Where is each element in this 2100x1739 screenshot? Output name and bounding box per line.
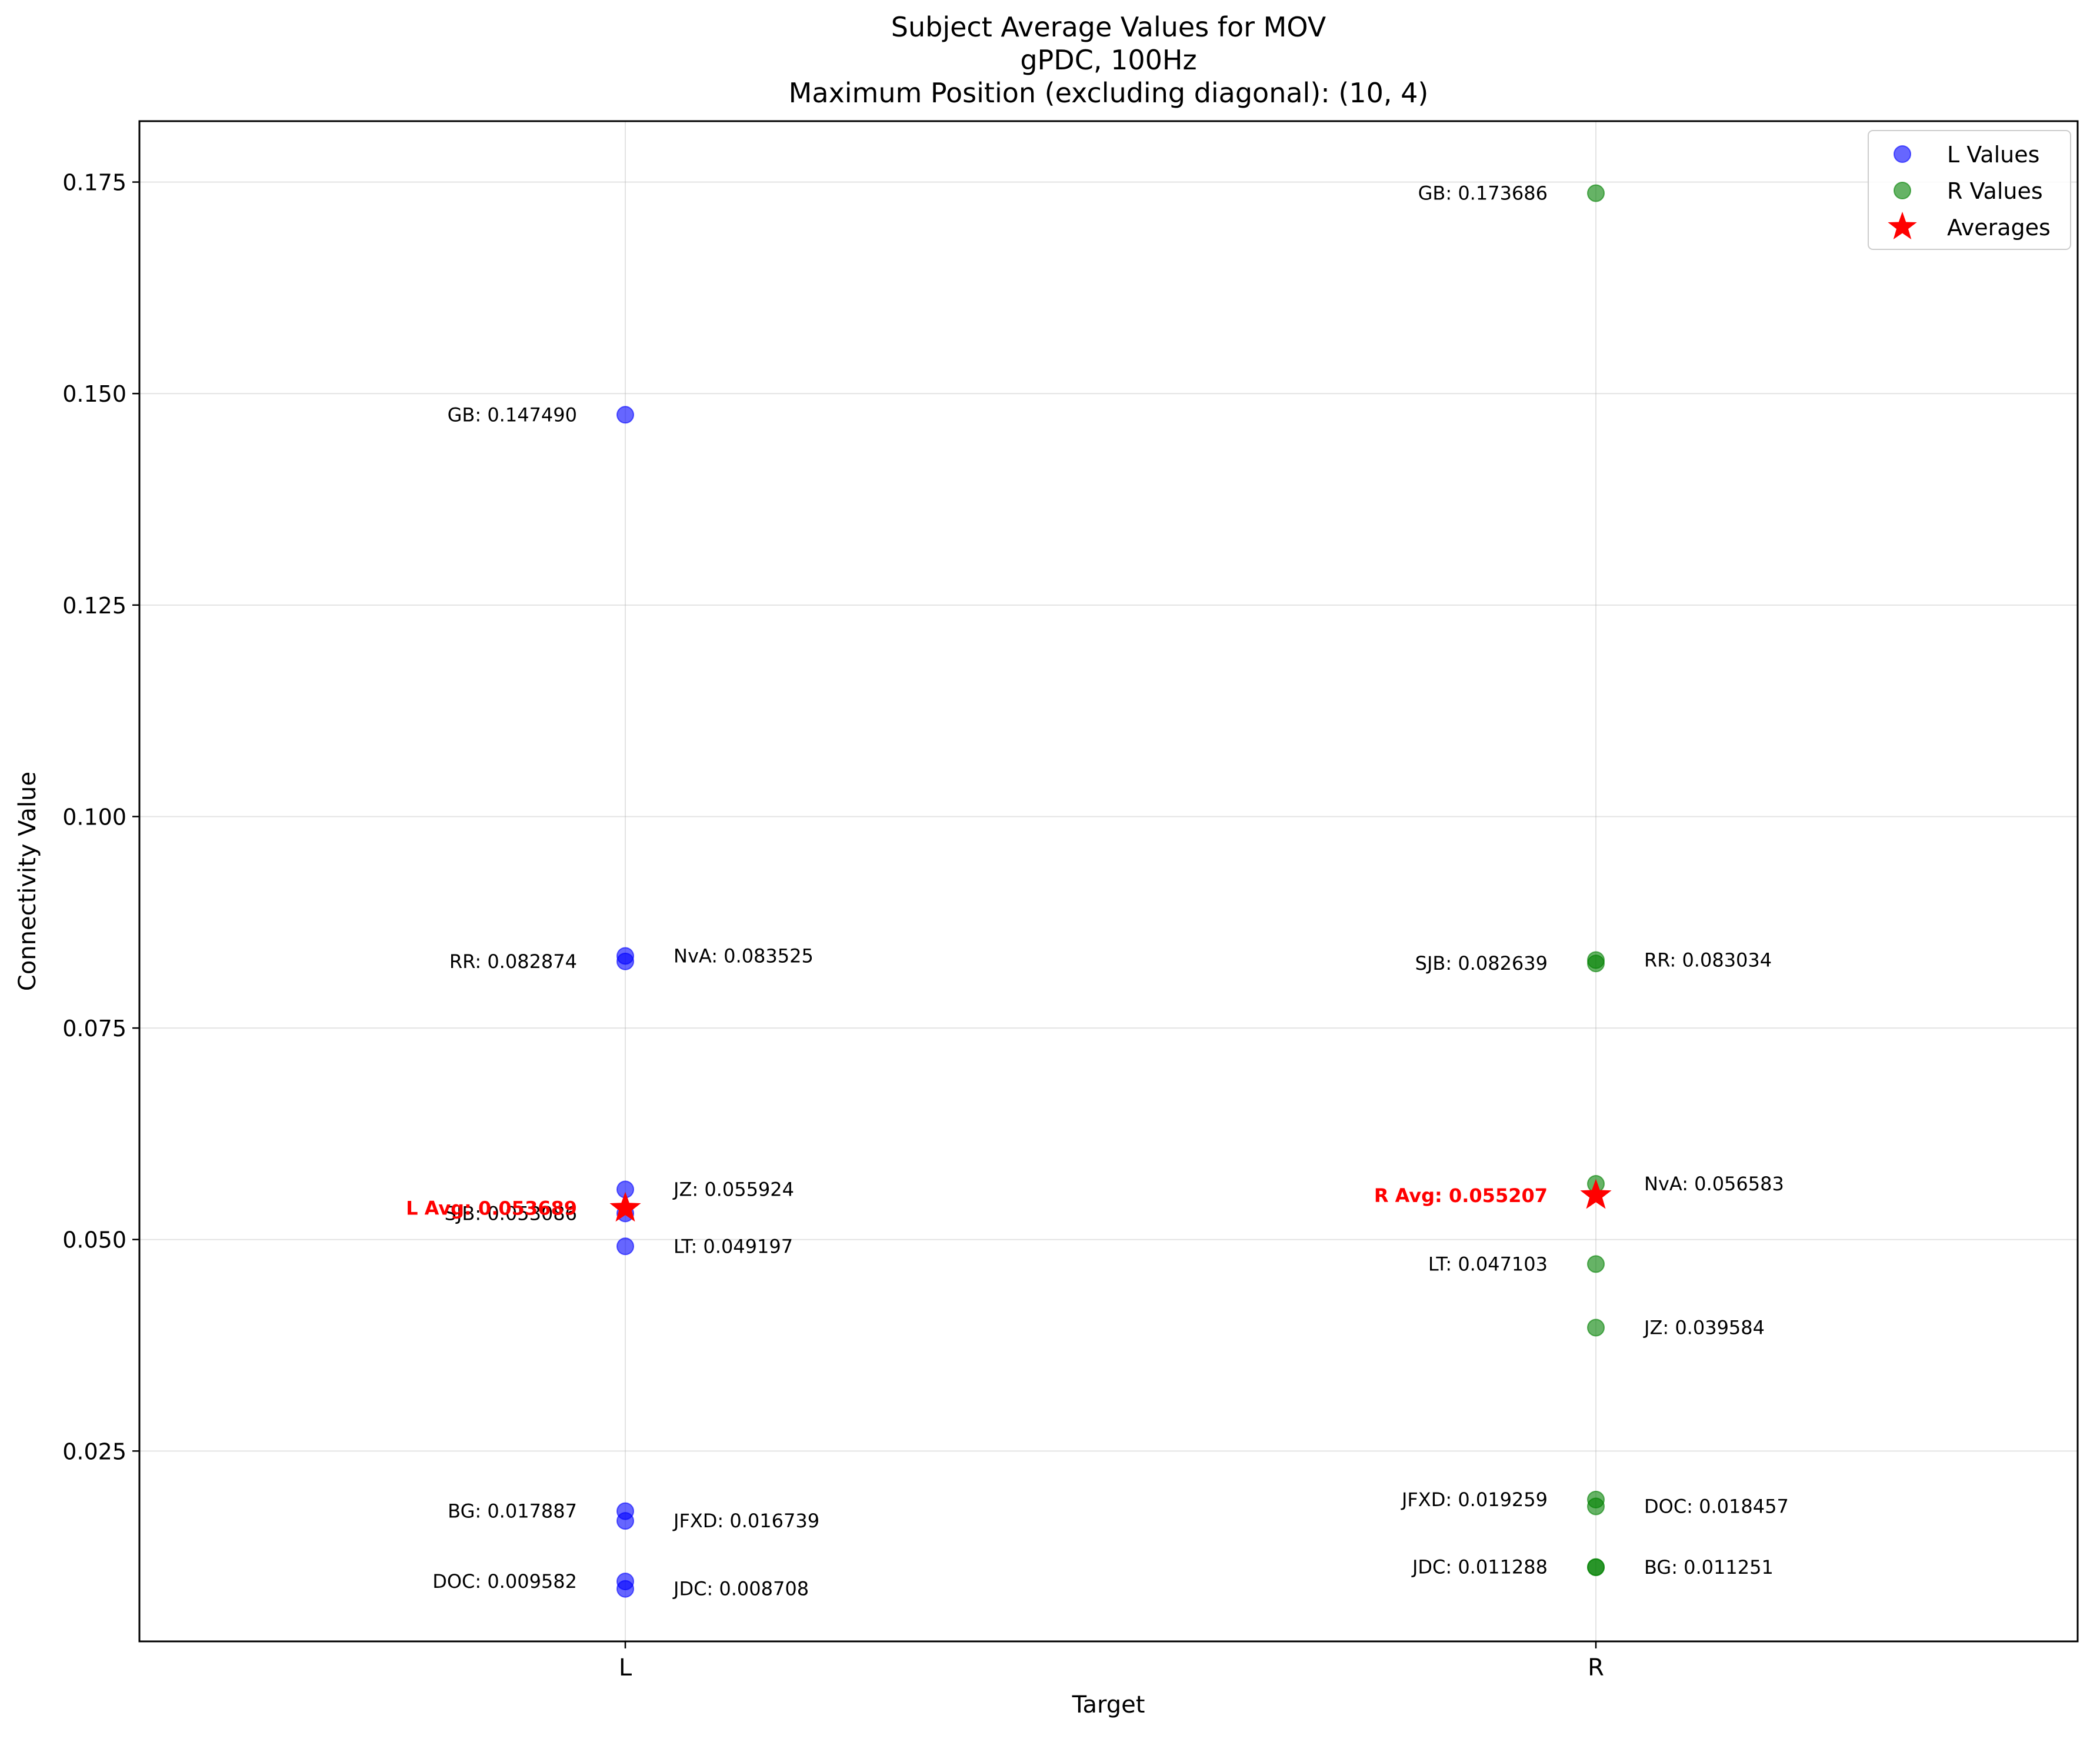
data-label: LT: 0.047103 (1428, 1253, 1548, 1275)
data-point-r-lt (1587, 1255, 1605, 1273)
data-label: DOC: 0.009582 (432, 1570, 577, 1593)
data-label: DOC: 0.018457 (1644, 1495, 1789, 1517)
legend-label: L Values (1947, 142, 2039, 168)
data-label: JFXD: 0.016739 (672, 1510, 819, 1532)
average-label: R Avg: 0.055207 (1374, 1184, 1548, 1207)
axes-layer: 0.025 0.050 0.075 0.100 0.125 0.150 0.175 L R Tar… (14, 120, 2079, 1718)
data-label: JDC: 0.011288 (1411, 1556, 1548, 1578)
y-tick-label: 0.050 (62, 1227, 126, 1253)
data-label: LT: 0.049197 (674, 1235, 793, 1257)
data-point-l-jdc (616, 1580, 634, 1598)
title-line: Subject Average Values for MOV (891, 11, 1326, 43)
legend-box (1868, 130, 2071, 250)
data-label: BG: 0.011251 (1644, 1556, 1774, 1578)
data-label: SJB: 0.053086 (445, 1202, 577, 1224)
data-label: JZ: 0.039584 (1643, 1317, 1765, 1339)
labels-layer: GB: 0.147490 RR: 0.082874 NvA: 0.083525 SJB… (406, 182, 1789, 1600)
x-tick-label: L (619, 1654, 632, 1681)
title-line: gPDC, 100Hz (1020, 44, 1196, 76)
data-label: RR: 0.082874 (449, 950, 577, 973)
y-tick-label: 0.125 (62, 593, 126, 619)
data-point-r-gb (1587, 184, 1605, 202)
average-star-r (1580, 1179, 1612, 1209)
data-label: JDC: 0.008708 (672, 1578, 809, 1600)
data-point-l-jfxd (616, 1512, 634, 1530)
x-axis-label: Target (1072, 1691, 1145, 1718)
grid-layer (139, 121, 2078, 1641)
data-label: JFXD: 0.019259 (1401, 1488, 1548, 1511)
legend-marker-avg (1888, 212, 1917, 239)
data-point-r-rr (1587, 951, 1605, 969)
x-tick-label: R (1588, 1654, 1604, 1681)
y-tick-label: 0.150 (62, 381, 126, 407)
legend-marker-r (1894, 182, 1911, 199)
points-layer (609, 184, 1612, 1598)
y-tick-label: 0.100 (62, 804, 126, 830)
data-label: NvA: 0.056583 (1644, 1173, 1784, 1195)
data-label: GB: 0.173686 (1418, 182, 1548, 204)
data-point-r-doc (1587, 1497, 1605, 1516)
legend-marker-l (1894, 145, 1911, 163)
data-label: SJB: 0.082639 (1415, 952, 1548, 974)
plot-frame (138, 120, 2079, 1643)
y-tick-label: 0.175 (62, 170, 126, 196)
title-line: Maximum Position (excluding diagonal): (… (789, 77, 1429, 109)
data-label: RR: 0.083034 (1644, 949, 1772, 972)
data-label: JZ: 0.055924 (672, 1178, 794, 1200)
data-label: NvA: 0.083525 (674, 944, 814, 967)
average-label: L Avg: 0.053689 (406, 1197, 577, 1220)
legend-label: R Values (1947, 178, 2043, 204)
data-label: BG: 0.017887 (448, 1500, 577, 1523)
data-point-l-nva (616, 947, 634, 965)
data-point-r-jz (1587, 1319, 1605, 1337)
y-axis-label: Connectivity Value (14, 772, 41, 991)
data-point-r-bg (1587, 1558, 1605, 1577)
legend: L Values R Values Averages (1868, 130, 2071, 250)
legend-label: Averages (1947, 215, 2051, 241)
average-star-l (609, 1191, 641, 1222)
data-label: GB: 0.147490 (448, 403, 577, 426)
y-tick-label: 0.075 (62, 1016, 126, 1042)
y-tick-label: 0.025 (62, 1438, 126, 1464)
data-point-l-gb (616, 406, 634, 424)
data-point-l-lt (616, 1237, 634, 1256)
